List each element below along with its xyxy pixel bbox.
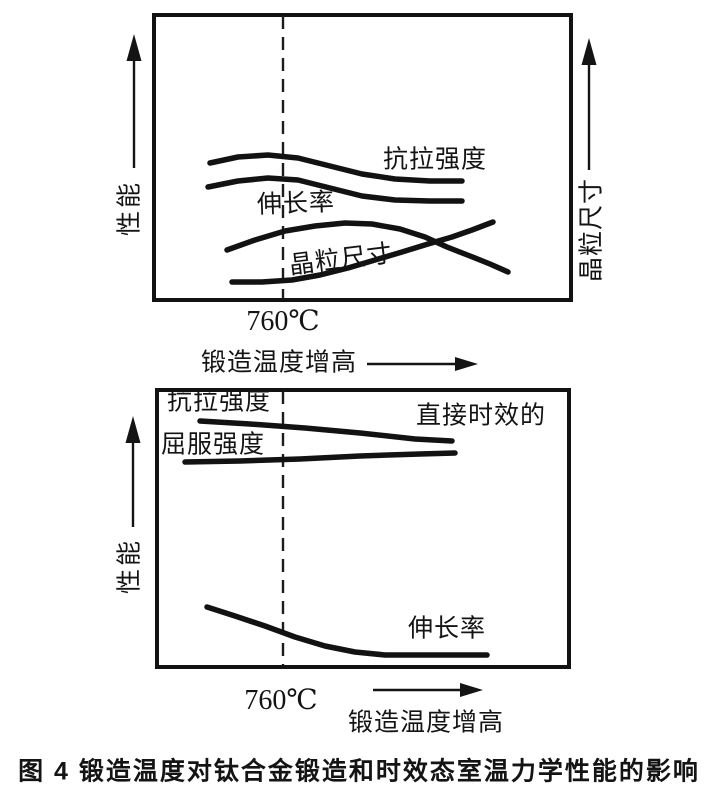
up-arrow-grain-size [581, 38, 597, 170]
y-axis-label-performance-bottom: 性能 [115, 537, 144, 595]
up-arrow-performance-top [126, 34, 142, 168]
y-axis-label-grain-size: 晶粒尺寸 [577, 177, 606, 283]
curve-grain-size [229, 219, 496, 285]
curve-label-yield-strength-bottom: 屈服强度 [160, 430, 266, 459]
curve-tensile-strength [207, 152, 465, 184]
curve-label-elongation-top: 伸长率 [256, 188, 336, 219]
right-arrow-forging-temp-bottom [373, 683, 483, 697]
right-arrow-forging-temp-mid [367, 357, 478, 371]
curve-label-tensile-strength-bottom: 抗拉强度 [166, 387, 272, 416]
x-tick-760c-top: 760℃ [246, 306, 320, 337]
annotation-direct-aged: 直接时效的 [415, 401, 547, 430]
curve-elongation-aged [204, 604, 490, 658]
top-chart-frame [152, 13, 573, 302]
x-axis-label-forging-temp-bottom: 锻造温度增高 [347, 708, 505, 737]
top-chart-curves [205, 152, 511, 285]
x-axis-label-forging-temp-top: 锻造温度增高 [200, 348, 358, 377]
bottom-chart-curves [182, 418, 490, 658]
curve-label-tensile-strength-top: 抗拉强度 [382, 145, 488, 174]
curve-label-elongation-bottom: 伸长率 [407, 614, 487, 643]
curve-second-strength [205, 175, 465, 204]
bottom-chart-frame [155, 388, 571, 669]
curve-elongation [224, 220, 511, 275]
y-axis-label-performance-top: 性能 [115, 179, 144, 237]
curve-tensile-strength-aged [197, 418, 455, 444]
up-arrow-performance-bottom [125, 416, 141, 527]
curve-yield-strength-aged [182, 450, 458, 465]
figure-caption: 图 4 锻造温度对钛合金锻造和时效态室温力学性能的影响 [18, 757, 700, 786]
x-tick-760c-bottom: 760℃ [244, 685, 318, 716]
